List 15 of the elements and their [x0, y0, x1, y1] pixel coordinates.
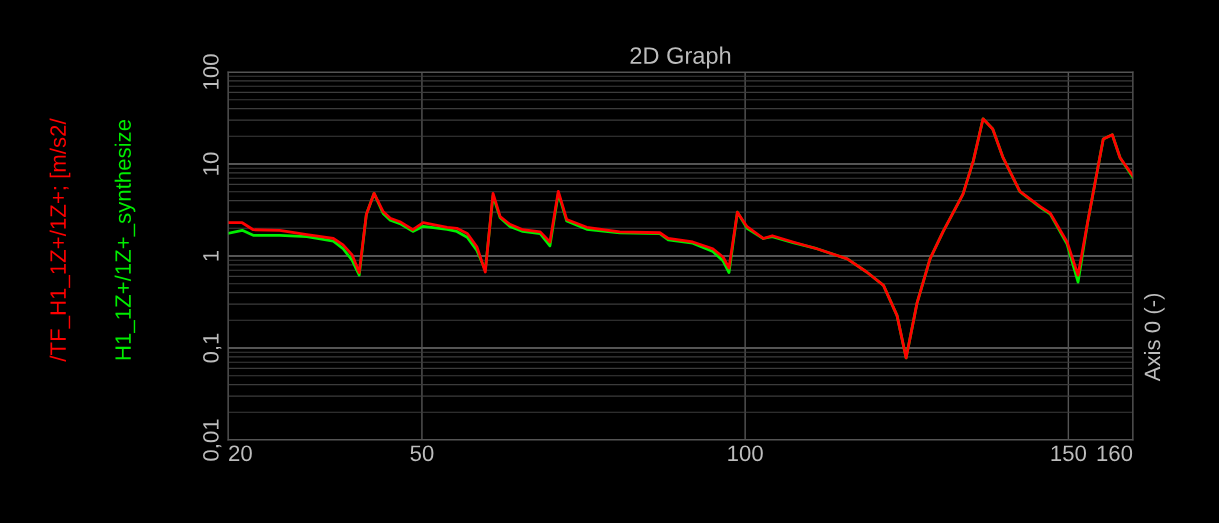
x-tick-label: 150 — [1051, 445, 1087, 462]
chart-title: 2D Graph — [630, 46, 731, 69]
y-tick-label: 100 — [203, 54, 219, 89]
x-tick-label: 100 — [728, 445, 763, 462]
y-tick-label: 10 — [203, 152, 219, 175]
text: H1_1Z+/1Z+_synthesize — [114, 119, 136, 360]
text: /TF_H1_1Z+/1Z+; [m/s2/ — [49, 118, 71, 362]
x-tick-label: 50 — [410, 445, 434, 462]
line-series — [228, 117, 1133, 360]
y-axis-title: Axis 0 (-) — [1143, 293, 1165, 382]
x-tick-label: 160 — [1097, 445, 1133, 462]
y-tick-label: 1 — [203, 250, 219, 261]
y-tick-label: 0,01 — [203, 419, 222, 461]
x-tick-label: 20 — [229, 445, 252, 462]
y-tick-label: 0,1 — [203, 333, 222, 363]
